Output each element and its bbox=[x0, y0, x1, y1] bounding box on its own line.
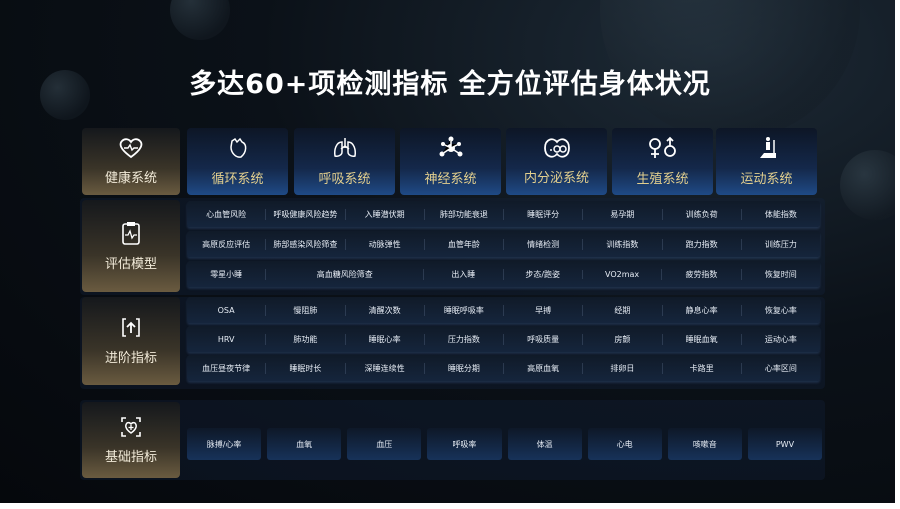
heart-scan-icon bbox=[121, 416, 141, 437]
metric-item: 呼吸质量 bbox=[503, 333, 582, 345]
metric-item: 运动心率 bbox=[740, 333, 820, 345]
heart-organ-icon bbox=[229, 137, 246, 158]
category-label: 循环系统 bbox=[211, 172, 264, 187]
metric-item: 睡眠时长 bbox=[265, 362, 344, 374]
advanced-label: 进阶指标 bbox=[82, 297, 180, 385]
category-motor[interactable]: 运动系统 bbox=[716, 128, 817, 195]
evaluation-label: 评估模型 bbox=[82, 200, 180, 292]
metric-item: 血压昼夜节律 bbox=[202, 363, 251, 373]
metric-item: 睡眠血氧 bbox=[661, 333, 741, 345]
evaluation-row: 高原反应评估 肺部感染风险筛查 动脉弹性 血管年龄 情绪检测 训练指数 跑力指数 训练压力 bbox=[187, 231, 820, 257]
metric-item: PWV bbox=[747, 428, 822, 460]
metric-item: 高血糖风险筛查 bbox=[265, 268, 423, 280]
heart-pulse-icon bbox=[119, 138, 143, 159]
decorative-orb bbox=[40, 70, 90, 120]
metric-item: 训练指数 bbox=[582, 238, 661, 250]
advanced-row: 血压昼夜节律 睡眠时长 深睡连续性 睡眠分期 高原血氧 排卵日 卡路里 心率区间 bbox=[187, 355, 820, 381]
category-circulatory[interactable]: 循环系统 bbox=[187, 128, 288, 195]
metric-item: 心血管风险 bbox=[206, 209, 247, 219]
metric-item: 睡眠分期 bbox=[423, 362, 503, 374]
metric-item: 恢复时间 bbox=[740, 268, 820, 280]
category-label: 神经系统 bbox=[424, 172, 477, 187]
treadmill-icon bbox=[759, 137, 776, 158]
metric-item: 步态/跑姿 bbox=[502, 268, 582, 280]
gland-icon bbox=[543, 138, 570, 158]
category-respiratory[interactable]: 呼吸系统 bbox=[294, 128, 395, 195]
metric-item: 入睡潜伏期 bbox=[344, 208, 424, 220]
metric-item: 易孕期 bbox=[582, 208, 661, 220]
page-title: 多达60+项检测指标 全方位评估身体状况 bbox=[189, 69, 711, 100]
metric-item: 咳嗽音 bbox=[667, 428, 742, 460]
metric-item: 跑力指数 bbox=[661, 238, 741, 250]
metric-item: 体能指数 bbox=[740, 208, 820, 220]
metric-item: 排卵日 bbox=[582, 362, 661, 374]
metric-item: 慢阻肺 bbox=[265, 304, 344, 316]
basic-text: 基础指标 bbox=[104, 449, 157, 465]
category-nervous[interactable]: 神经系统 bbox=[400, 128, 501, 195]
metric-item: 静息心率 bbox=[661, 304, 741, 316]
metric-item: 出入睡 bbox=[423, 268, 502, 280]
metric-item: 早搏 bbox=[503, 304, 582, 316]
metric-item: 压力指数 bbox=[423, 333, 503, 345]
category-label: 内分泌系统 bbox=[523, 171, 589, 186]
metric-item: 房颤 bbox=[582, 333, 661, 345]
metric-item: 疲劳指数 bbox=[661, 268, 740, 280]
metric-item: 训练压力 bbox=[740, 238, 820, 250]
metric-item: 深睡连续性 bbox=[344, 362, 424, 374]
basic-items: 脉搏/心率 血氧 血压 呼吸率 体温 心电 咳嗽音 PWV bbox=[187, 428, 822, 460]
evaluation-text: 评估模型 bbox=[104, 256, 157, 272]
metric-item: 零星小睡 bbox=[210, 269, 243, 279]
basic-label: 基础指标 bbox=[82, 402, 180, 478]
metric-item: 血管年龄 bbox=[423, 238, 503, 250]
metric-item: 清醒次数 bbox=[344, 304, 424, 316]
category-reproductive[interactable]: 生殖系统 bbox=[612, 128, 713, 195]
lungs-icon bbox=[333, 138, 356, 157]
evaluation-row: 零星小睡 高血糖风险筛查 出入睡 步态/跑姿 VO2max 疲劳指数 恢复时间 bbox=[187, 261, 820, 287]
metric-item: VO2max bbox=[581, 269, 661, 279]
metric-item: 肺功能 bbox=[265, 333, 344, 345]
metric-item: 高原血氧 bbox=[503, 362, 582, 374]
metric-item: 训练负荷 bbox=[661, 208, 741, 220]
advanced-text: 进阶指标 bbox=[104, 350, 157, 366]
category-endocrine[interactable]: 内分泌系统 bbox=[506, 128, 607, 195]
metric-item: 恢复心率 bbox=[740, 304, 820, 316]
metric-item: 血压 bbox=[347, 428, 422, 460]
metric-item: 肺部功能衰退 bbox=[423, 208, 503, 220]
metric-item: 心率区间 bbox=[740, 362, 820, 374]
upload-box-icon bbox=[122, 317, 140, 337]
health-system-text: 健康系统 bbox=[104, 171, 157, 186]
neuron-icon bbox=[439, 136, 462, 157]
metric-item: HRV bbox=[217, 334, 235, 344]
decorative-orb bbox=[170, 0, 230, 40]
metric-item: OSA bbox=[217, 305, 235, 315]
metric-item: 动脉弹性 bbox=[344, 238, 424, 250]
clipboard-pulse-icon bbox=[122, 221, 140, 245]
advanced-row: OSA 慢阻肺 清醒次数 睡眠呼吸率 早搏 经期 静息心率 恢复心率 bbox=[187, 297, 820, 323]
metric-item: 情绪检测 bbox=[503, 238, 582, 250]
category-label: 运动系统 bbox=[740, 172, 793, 187]
metric-item: 卡路里 bbox=[661, 362, 741, 374]
health-system-label: 健康系统 bbox=[82, 128, 180, 195]
metric-item: 睡眠评分 bbox=[503, 208, 582, 220]
advanced-row: HRV 肺功能 睡眠心率 压力指数 呼吸质量 房颤 睡眠血氧 运动心率 bbox=[187, 326, 820, 352]
category-label: 呼吸系统 bbox=[318, 172, 371, 187]
metric-item: 睡眠呼吸率 bbox=[423, 304, 503, 316]
metric-item: 高原反应评估 bbox=[202, 239, 251, 249]
metric-item: 睡眠心率 bbox=[344, 333, 424, 345]
metric-item: 经期 bbox=[582, 304, 661, 316]
metric-item: 呼吸率 bbox=[427, 428, 502, 460]
evaluation-row: 心血管风险 呼吸健康风险趋势 入睡潜伏期 肺部功能衰退 睡眠评分 易孕期 训练负荷 体能指数 bbox=[187, 201, 820, 227]
metric-item: 心电 bbox=[587, 428, 662, 460]
category-label: 生殖系统 bbox=[636, 172, 689, 187]
metric-item: 肺部感染风险筛查 bbox=[265, 238, 344, 250]
metric-item: 体温 bbox=[507, 428, 582, 460]
metric-item: 血氧 bbox=[267, 428, 342, 460]
metric-item: 脉搏/心率 bbox=[187, 428, 262, 460]
metric-item: 呼吸健康风险趋势 bbox=[265, 208, 344, 220]
gender-icon bbox=[648, 136, 676, 158]
decorative-orb bbox=[840, 150, 895, 220]
